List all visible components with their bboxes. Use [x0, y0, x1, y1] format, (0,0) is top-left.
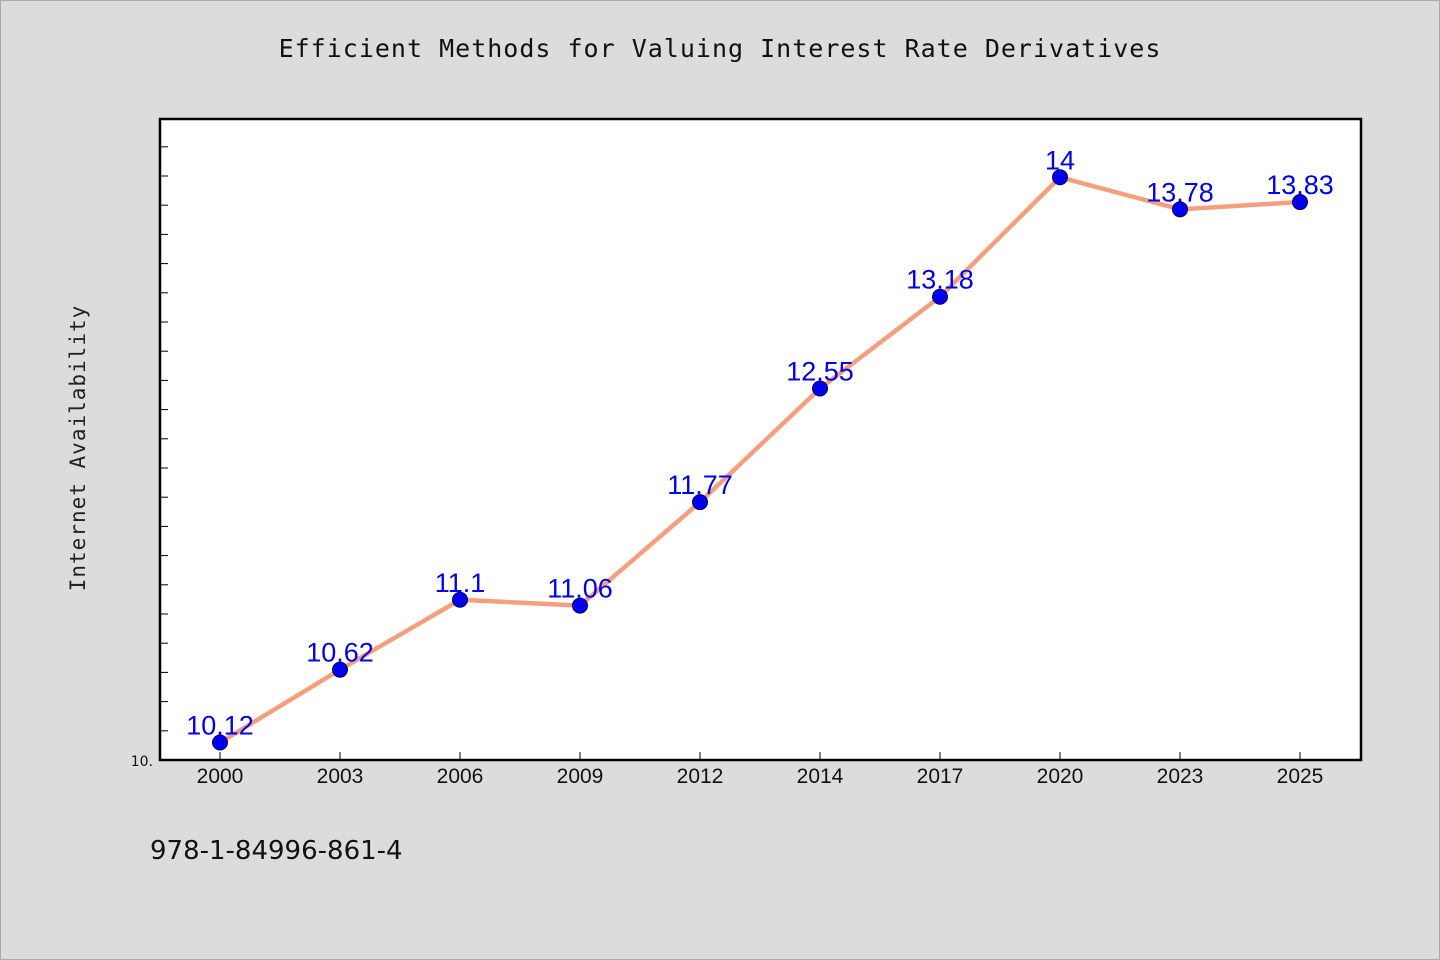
chart-title: Efficient Methods for Valuing Interest R… — [278, 34, 1162, 63]
x-tick-label: 2000 — [197, 765, 244, 788]
plot-border — [158, 117, 1363, 762]
series-line-group — [217, 175, 1303, 745]
x-tick-label: 2006 — [437, 765, 484, 788]
plot-area — [160, 119, 1361, 760]
series-line — [217, 175, 1303, 745]
data-label: 11.1 — [435, 568, 486, 598]
data-point — [332, 661, 348, 678]
x-tick-label: 2009 — [557, 765, 604, 788]
x-tick-label: 2014 — [797, 765, 844, 788]
data-label: 13.78 — [1146, 177, 1214, 207]
data-label: 13.83 — [1266, 170, 1334, 200]
data-label: 10.62 — [306, 638, 374, 668]
data-label: 12.55 — [786, 357, 854, 387]
data-label: 11.06 — [547, 574, 613, 604]
data-label: 10.12 — [186, 711, 254, 741]
data-point — [452, 591, 468, 608]
x-tick-label: 2012 — [677, 765, 724, 788]
data-point — [1292, 194, 1308, 211]
data-point — [812, 380, 828, 397]
y-tick-label: 10. — [131, 754, 153, 770]
data-point — [572, 597, 588, 614]
x-tick-label: 2017 — [917, 765, 964, 788]
data-point — [1172, 201, 1188, 218]
x-tick-label: 2025 — [1277, 765, 1324, 788]
data-label: 14 — [1045, 145, 1075, 175]
data-point — [692, 494, 708, 511]
data-point — [1052, 169, 1068, 186]
data-label: 11.77 — [667, 470, 733, 500]
data-point — [212, 734, 228, 751]
x-tick-label: 2003 — [317, 765, 364, 788]
isbn-footer: 978-1-84996-861-4 — [150, 836, 403, 866]
data-label: 13.18 — [906, 265, 974, 295]
data-labels: 10.12 10.62 11.1 11.06 11.77 12.55 13.18 14 13.7… — [186, 145, 1334, 740]
x-tick-label: 2020 — [1037, 765, 1084, 788]
data-point — [932, 288, 948, 305]
y-axis-ticks — [160, 146, 168, 761]
data-markers — [212, 169, 1308, 751]
x-tick-label: 2023 — [1157, 765, 1204, 788]
x-axis-ticks: 2000 2003 2006 2009 2012 2014 2017 2020 2023 2025 — [197, 752, 1324, 788]
